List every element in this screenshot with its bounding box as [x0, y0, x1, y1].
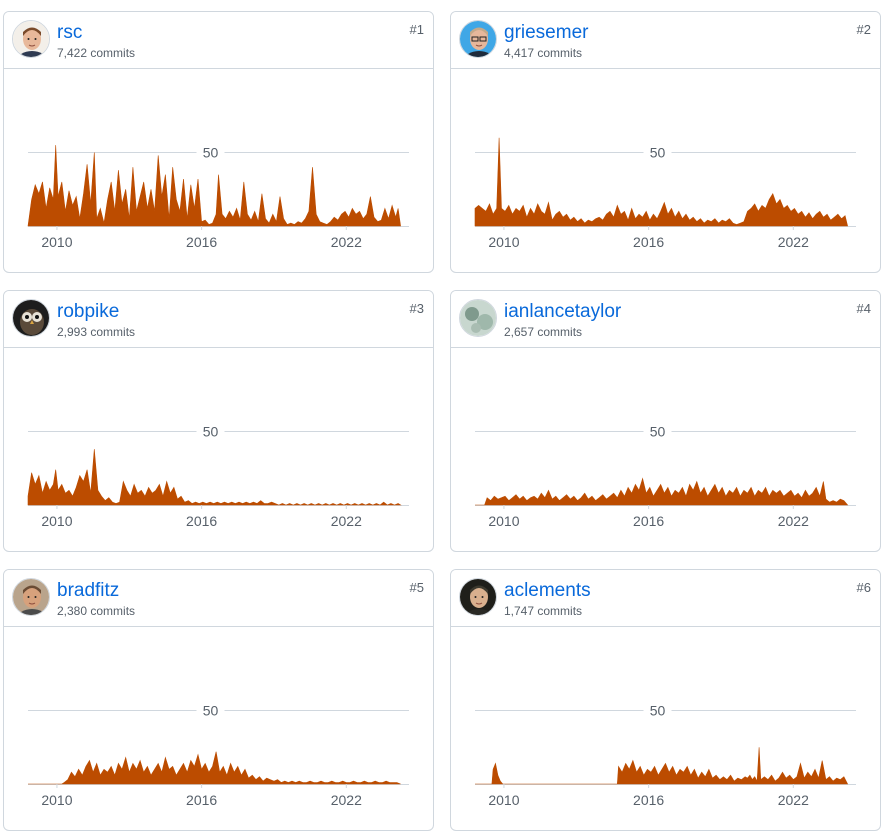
avatar-bradfitz-icon [13, 579, 49, 615]
contributor-card: rsc 7,422 commits #1 50 2010 2016 2022 [3, 11, 434, 273]
commit-activity-series [475, 477, 849, 506]
chart-svg: 50 2010 2016 2022 [28, 702, 409, 808]
commit-count: 2,993 commits [57, 325, 136, 339]
card-header: robpike 2,993 commits #3 [4, 291, 433, 348]
commit-activity-series [475, 747, 849, 785]
contributor-card: aclements 1,747 commits #6 50 2010 2016 202… [450, 569, 881, 831]
rank-badge: #1 [409, 22, 424, 37]
x-tick-label: 2022 [331, 234, 362, 250]
contributor-card: bradfitz 2,380 commits #5 50 2010 2016 2022 [3, 569, 434, 831]
username-link[interactable]: aclements [504, 580, 591, 601]
gridline-label-bg [196, 702, 225, 719]
x-tick-label: 2022 [778, 513, 809, 529]
username-link[interactable]: griesemer [504, 22, 589, 43]
commit-count: 7,422 commits [57, 46, 136, 60]
commit-activity-chart: 50 2010 2016 2022 [451, 627, 880, 830]
commit-activity-chart: 50 2010 2016 2022 [4, 627, 433, 830]
x-tick-label: 2016 [186, 513, 217, 529]
commit-activity-chart: 50 2010 2016 2022 [4, 348, 433, 551]
x-tick-label: 2022 [331, 513, 362, 529]
gridline-label-bg [643, 144, 672, 161]
card-header: rsc 7,422 commits #1 [4, 12, 433, 69]
card-header: ianlancetaylor 2,657 commits #4 [451, 291, 880, 348]
gridline-label-bg [196, 423, 225, 440]
chart-svg: 50 2010 2016 2022 [27, 144, 409, 250]
x-tick-label: 2016 [633, 234, 664, 250]
gridline-label: 50 [650, 424, 666, 440]
avatar[interactable] [459, 20, 497, 58]
avatar[interactable] [12, 20, 50, 58]
avatar[interactable] [12, 299, 50, 337]
commit-count: 4,417 commits [504, 46, 583, 60]
x-tick-label: 2016 [186, 234, 217, 250]
rank-badge: #2 [856, 22, 871, 37]
gridline-label-bg [196, 144, 225, 161]
x-tick-label: 2022 [778, 234, 809, 250]
x-tick-label: 2010 [41, 513, 72, 529]
username-link[interactable]: robpike [57, 301, 120, 322]
x-tick-label: 2016 [186, 792, 217, 808]
card-header: griesemer 4,417 commits #2 [451, 12, 880, 69]
commit-activity-series [27, 449, 402, 506]
gridline-label: 50 [650, 145, 666, 161]
gridline-label: 50 [203, 424, 219, 440]
gridline-label-bg [643, 423, 672, 440]
card-header: aclements 1,747 commits #6 [451, 570, 880, 627]
rank-badge: #3 [409, 301, 424, 316]
rank-badge: #6 [856, 580, 871, 595]
avatar-aclements-icon [460, 579, 496, 615]
x-tick-label: 2016 [633, 792, 664, 808]
x-tick-label: 2010 [41, 792, 72, 808]
gridline-label: 50 [203, 145, 219, 161]
avatar[interactable] [12, 578, 50, 616]
contributor-card: robpike 2,993 commits #3 50 2010 2016 2022 [3, 290, 434, 552]
x-tick-label: 2022 [331, 792, 362, 808]
avatar-ianlancetaylor-icon [460, 300, 496, 336]
gridline-label: 50 [650, 703, 666, 719]
commit-activity-series [27, 145, 401, 227]
rank-badge: #4 [856, 301, 871, 316]
card-header: bradfitz 2,380 commits #5 [4, 570, 433, 627]
chart-svg: 50 2010 2016 2022 [475, 423, 856, 529]
commit-activity-chart: 50 2010 2016 2022 [451, 69, 880, 272]
commit-count: 2,380 commits [57, 604, 136, 618]
username-link[interactable]: rsc [57, 22, 83, 43]
gridline-label-bg [643, 702, 672, 719]
commit-activity-chart: 50 2010 2016 2022 [4, 69, 433, 272]
x-tick-label: 2010 [488, 792, 519, 808]
commit-count: 1,747 commits [504, 604, 583, 618]
rank-badge: #5 [409, 580, 424, 595]
commit-activity-chart: 50 2010 2016 2022 [451, 348, 880, 551]
x-tick-label: 2010 [41, 234, 72, 250]
x-tick-label: 2010 [488, 513, 519, 529]
x-tick-label: 2022 [778, 792, 809, 808]
username-link[interactable]: bradfitz [57, 580, 120, 601]
chart-svg: 50 2010 2016 2022 [27, 423, 409, 529]
avatar-robpike-icon [13, 300, 49, 336]
commit-activity-series [474, 137, 848, 227]
gridline-label: 50 [203, 703, 219, 719]
commit-count: 2,657 commits [504, 325, 583, 339]
avatar-rsc-icon [13, 21, 49, 57]
commit-activity-series [28, 751, 401, 785]
avatar-griesemer-icon [460, 21, 496, 57]
contributor-card: ianlancetaylor 2,657 commits #4 50 2010 20… [450, 290, 881, 552]
username-link[interactable]: ianlancetaylor [504, 301, 622, 322]
avatar[interactable] [459, 578, 497, 616]
chart-svg: 50 2010 2016 2022 [474, 137, 856, 250]
x-tick-label: 2010 [488, 234, 519, 250]
x-tick-label: 2016 [633, 513, 664, 529]
contributor-card: griesemer 4,417 commits #2 50 2010 2016 202… [450, 11, 881, 273]
chart-svg: 50 2010 2016 2022 [475, 702, 856, 808]
avatar[interactable] [459, 299, 497, 337]
